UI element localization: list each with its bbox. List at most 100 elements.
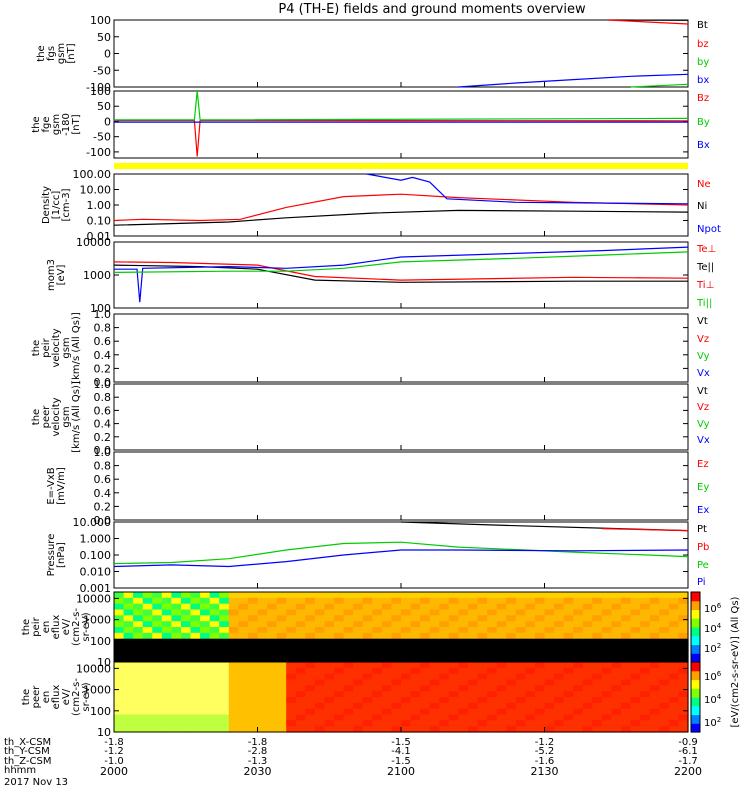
spectrogram-cell <box>534 720 546 727</box>
spectrogram-cell <box>592 632 603 640</box>
spectrogram-cell <box>181 656 192 663</box>
spectrogram-cell <box>534 597 546 605</box>
spectrogram-cell <box>630 644 641 651</box>
spectrogram-cell <box>286 627 297 634</box>
spectrogram-cell <box>123 609 134 616</box>
spectrogram-cell <box>621 697 632 704</box>
spectrogram-cell <box>362 592 373 599</box>
spectrogram-cell <box>420 714 431 721</box>
spectrogram-cell <box>668 603 680 611</box>
spectrogram-cell <box>123 697 134 704</box>
spectrogram-cell <box>601 644 613 651</box>
x-row-value: -1.3 <box>248 756 268 767</box>
spectrogram-cell <box>305 702 316 710</box>
spectrogram-cell <box>420 662 431 669</box>
y-axis-label: the <box>31 340 42 356</box>
spectrogram-cell <box>219 615 230 622</box>
spectrogram-cell <box>515 615 526 622</box>
spectrogram-cell <box>209 714 220 721</box>
spectrogram-cell <box>429 632 440 640</box>
spectrogram-cell <box>439 656 450 663</box>
spectrogram-cell <box>209 662 220 669</box>
series-bx <box>458 73 689 88</box>
spectrogram-cell <box>496 720 507 727</box>
y-axis-label: E=-VxB <box>46 467 57 504</box>
spectrogram-cell <box>678 656 689 663</box>
spectrogram-cell <box>630 691 641 698</box>
spectrogram-cell <box>133 603 144 611</box>
spectrogram-cell <box>458 638 469 646</box>
spectrogram-cell <box>286 603 297 611</box>
spectrogram-cell <box>362 632 373 640</box>
spectrogram-cell <box>152 708 163 716</box>
spectrogram-cell <box>668 691 680 698</box>
spectrogram-cell <box>621 685 632 692</box>
spectrogram-cell <box>429 644 440 651</box>
spectrogram-cell <box>630 702 641 710</box>
spectrogram-cell <box>247 662 259 669</box>
spectrogram-cell <box>267 597 278 605</box>
spectrogram-cell <box>611 697 622 704</box>
spectrogram-cell <box>209 644 220 651</box>
spectrogram-cell <box>181 632 192 640</box>
colorbar-tick-label: 106 <box>704 670 722 683</box>
spectrogram-cell <box>362 638 373 646</box>
spectrogram-cell <box>353 656 364 663</box>
spectrogram-cell <box>439 650 450 657</box>
spectrogram-cell <box>534 697 546 704</box>
spectrogram-cell <box>611 720 622 727</box>
spectrogram-cell <box>563 609 574 616</box>
spectrogram-cell <box>171 697 182 704</box>
spectrogram-cell <box>649 597 660 605</box>
spectrogram-cell <box>410 627 421 634</box>
spectrogram-cell <box>573 667 584 675</box>
spectrogram-cell <box>286 714 297 721</box>
spectrogram-cell <box>410 597 421 605</box>
y-tick-label: 1.000 <box>80 533 112 546</box>
spectrogram-cell <box>267 644 278 651</box>
spectrogram-cell <box>190 621 201 628</box>
spectrogram-cell <box>219 667 230 675</box>
spectrogram-cell <box>200 609 211 616</box>
x-row-value: -1.8 <box>248 737 268 748</box>
spectrogram-cell <box>410 702 421 710</box>
spectrogram-cell <box>123 702 134 710</box>
spectrogram-cell <box>487 726 498 733</box>
spectrogram-cell <box>525 644 536 651</box>
spectrogram-cell <box>678 691 689 698</box>
spectrogram-cell <box>343 673 354 681</box>
spectrogram-cell <box>468 679 479 686</box>
spectrogram-cell <box>267 615 278 622</box>
spectrogram-cell <box>410 714 421 721</box>
spectrogram-cell <box>582 650 593 657</box>
spectrogram-cell <box>506 621 517 628</box>
spectrogram-cell <box>209 632 220 640</box>
spectrogram-cell <box>544 697 555 704</box>
spectrogram-cell <box>142 615 153 622</box>
spectrogram-cell <box>190 597 201 605</box>
spectrogram-cell <box>133 714 144 721</box>
spectrogram-cell <box>611 685 622 692</box>
spectrogram-cell <box>401 673 412 681</box>
spectrogram-cell <box>171 644 182 651</box>
spectrogram-cell <box>295 632 306 640</box>
y-tick-label: 10.00 <box>80 184 112 197</box>
spectrogram-cell <box>496 702 507 710</box>
y-tick-label: 1000 <box>83 269 111 282</box>
spectrogram-cell <box>190 592 201 599</box>
spectrogram-cell <box>448 662 459 669</box>
spectrogram-cell <box>334 615 345 622</box>
spectrogram-cell <box>238 650 249 657</box>
spectrogram-cell <box>601 656 613 663</box>
spectrogram-cell <box>305 603 316 611</box>
spectrogram-cell <box>573 615 584 622</box>
spectrogram-cell <box>630 621 641 628</box>
spectrogram-cell <box>401 656 412 663</box>
spectrogram-cell <box>477 615 488 622</box>
series-Pi <box>113 549 689 568</box>
spectrogram-cell <box>534 679 546 686</box>
spectrogram-cell <box>640 662 651 669</box>
spectrogram-cell <box>276 627 287 634</box>
spectrogram-cell <box>161 632 172 640</box>
spectrogram-cell <box>525 720 536 727</box>
